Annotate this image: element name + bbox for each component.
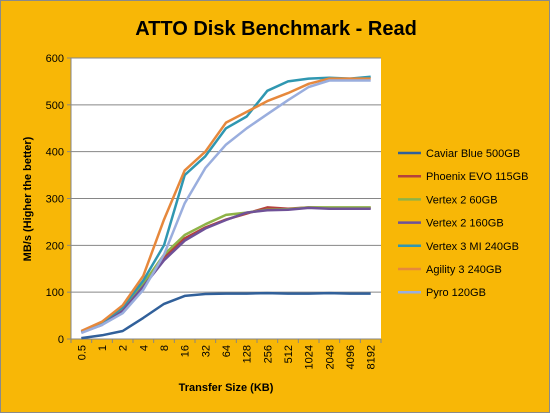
y-tick-labels: 0 100 200 300 400 500 600 [46,53,64,346]
x-tick-label: 2048 [324,345,336,369]
legend-label: Vertex 2 60GB [426,194,498,206]
y-tick-label: 400 [46,147,64,159]
x-tick-label: 2 [118,345,130,351]
x-tick-label: 32 [200,345,212,357]
x-tick-label: 128 [242,345,254,363]
y-axis-title: MB/s (Higher the better) [22,136,34,261]
legend: Caviar Blue 500GB Phoenix EVO 115GB Vertex… [398,148,529,299]
legend-label: Agility 3 240GB [426,264,502,276]
legend-label: Vertex 2 160GB [426,218,504,230]
legend-label: Pyro 120GB [426,287,486,299]
gridlines [67,57,382,343]
legend-label: Caviar Blue 500GB [426,148,520,160]
x-tick-label: 16 [180,345,192,357]
x-tick-label: 8192 [366,345,378,369]
x-tick-label: 512 [283,345,295,363]
legend-label: Vertex 3 MI 240GB [426,241,519,253]
series-line-3 [80,206,371,334]
x-tick-label: 64 [221,345,233,357]
x-axis-title: Transfer Size (KB) [179,382,274,394]
x-tick-label: 1024 [304,345,316,369]
series-line-4 [80,75,371,333]
y-tick-label: 100 [46,287,64,299]
x-tick-labels: 0.5 1 2 4 8 16 32 64 128 256 512 1024 2048 4096 8192 [76,345,377,369]
series-line-5 [80,77,371,333]
x-tick-label: 4096 [345,345,357,369]
x-tick-label: 0.5 [76,345,88,360]
series-line-6 [80,79,371,335]
x-tick-label: 8 [159,345,171,351]
chart-title: ATTO Disk Benchmark - Read [135,18,417,40]
y-tick-label: 300 [46,194,64,206]
legend-label: Phoenix EVO 115GB [426,171,529,183]
series-lines [80,75,371,340]
axes [70,58,381,340]
y-tick-label: 200 [46,240,64,252]
series-line-0 [81,291,371,340]
y-tick-label: 500 [46,100,64,112]
y-tick-label: 0 [58,334,64,346]
x-tick-label: 1 [97,345,109,351]
x-tick-label: 4 [138,345,150,351]
y-tick-label: 600 [46,53,64,65]
x-tick-label: 256 [262,345,274,363]
